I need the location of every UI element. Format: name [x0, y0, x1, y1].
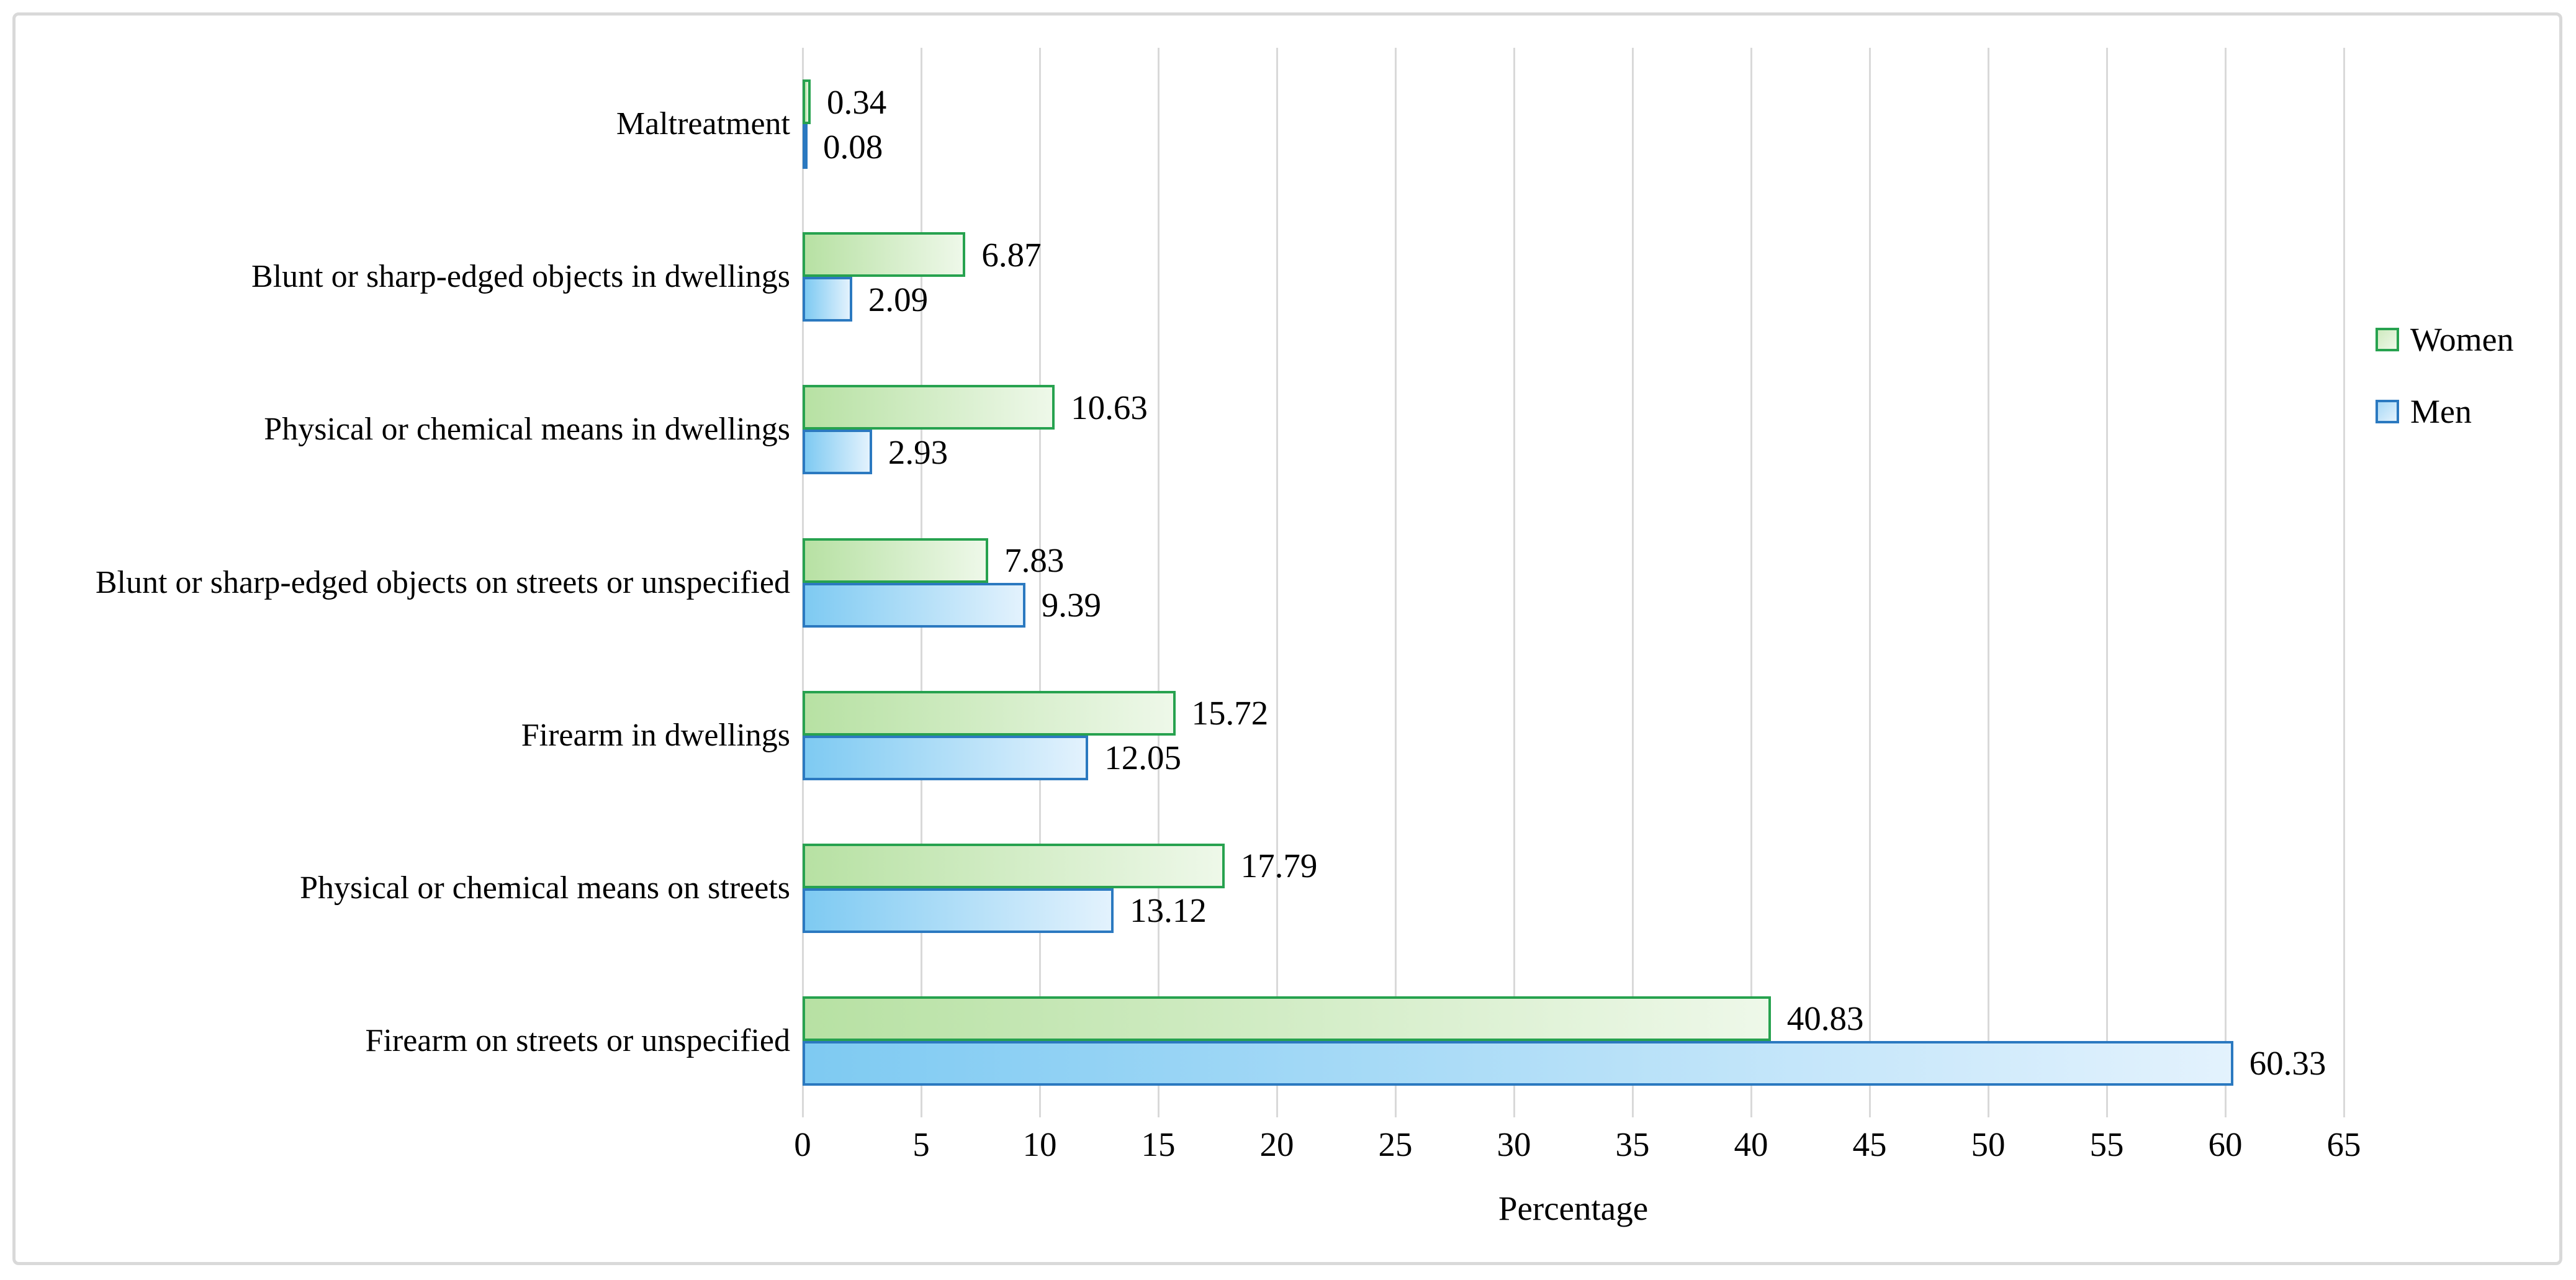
x-tick-label: 25 [1378, 1125, 1413, 1163]
grid-line [1987, 48, 1989, 1117]
grid-line [1513, 48, 1515, 1117]
bar-women-2 [803, 385, 1055, 430]
bar-men-1 [803, 277, 852, 322]
grid-line [1868, 48, 1871, 1117]
x-tick-label: 35 [1615, 1125, 1650, 1163]
legend-item-men: Men [2376, 392, 2472, 431]
bar-men-6 [803, 1040, 2233, 1086]
category-label: Firearm in dwellings [521, 717, 790, 753]
bar-men-0 [803, 124, 808, 169]
x-tick-label: 55 [2089, 1125, 2124, 1163]
legend-swatch-icon [2376, 328, 2399, 351]
category-label: Firearm on streets or unspecified [365, 1023, 790, 1059]
bar-men-5 [803, 888, 1114, 933]
legend-swatch-icon [2376, 400, 2399, 423]
x-tick-label: 40 [1734, 1125, 1768, 1163]
category-label: Physical or chemical means in dwellings [264, 412, 790, 448]
bar-value-label: 0.34 [826, 83, 887, 121]
x-tick-label: 30 [1497, 1125, 1531, 1163]
legend-label: Men [2410, 393, 2472, 430]
bar-value-label: 0.08 [823, 127, 883, 166]
bar-value-label: 6.87 [981, 235, 1042, 274]
grid-line [2224, 48, 2227, 1117]
bar-women-4 [803, 690, 1176, 736]
bar-women-1 [803, 232, 966, 277]
bar-value-label: 17.79 [1240, 847, 1318, 885]
x-axis-title: Percentage [1498, 1189, 1649, 1227]
bar-men-3 [803, 582, 1025, 628]
grid-line [1394, 48, 1397, 1117]
legend-item-women: Women [2376, 320, 2514, 359]
bar-value-label: 15.72 [1191, 694, 1269, 732]
x-tick-label: 60 [2208, 1125, 2243, 1163]
bar-value-label: 10.63 [1071, 388, 1148, 426]
bar-value-label: 60.33 [2249, 1044, 2326, 1083]
bar-men-4 [803, 735, 1089, 780]
category-label: Physical or chemical means on streets [300, 870, 790, 906]
bar-women-3 [803, 538, 989, 583]
bar-women-0 [803, 79, 811, 125]
bar-value-label: 9.39 [1041, 586, 1101, 624]
x-tick-label: 20 [1259, 1125, 1294, 1163]
x-tick-label: 65 [2326, 1125, 2361, 1163]
bar-value-label: 12.05 [1104, 739, 1182, 777]
x-tick-label: 50 [1971, 1125, 2006, 1163]
category-label: Blunt or sharp-edged objects in dwelling… [251, 259, 790, 295]
grid-line [2343, 48, 2345, 1117]
chart-frame: 0 5 10 15 20 25 30 35 40 45 50 55 60 65 Maltreatment 0.… [12, 12, 2562, 1265]
bar-value-label: 40.83 [1786, 999, 1864, 1038]
x-tick-label: 10 [1022, 1125, 1057, 1163]
grid-line [1276, 48, 1278, 1117]
x-tick-label: 5 [912, 1125, 930, 1163]
bar-value-label: 13.12 [1130, 891, 1207, 930]
bar-men-2 [803, 430, 872, 475]
x-tick-label: 0 [794, 1125, 811, 1163]
category-label: Blunt or sharp-edged objects on streets … [95, 564, 790, 600]
grid-line [2105, 48, 2108, 1117]
grid-line [1157, 48, 1160, 1117]
bar-value-label: 2.93 [888, 433, 948, 471]
x-tick-label: 15 [1141, 1125, 1176, 1163]
bar-value-label: 2.09 [868, 280, 929, 318]
bar-value-label: 7.83 [1004, 541, 1065, 579]
bar-women-5 [803, 843, 1225, 888]
grid-line [1038, 48, 1041, 1117]
legend-label: Women [2410, 321, 2514, 358]
x-tick-label: 45 [1852, 1125, 1887, 1163]
grid-line [1631, 48, 1634, 1117]
category-label: Maltreatment [616, 106, 790, 142]
bar-women-6 [803, 996, 1771, 1041]
grid-line [1750, 48, 1752, 1117]
